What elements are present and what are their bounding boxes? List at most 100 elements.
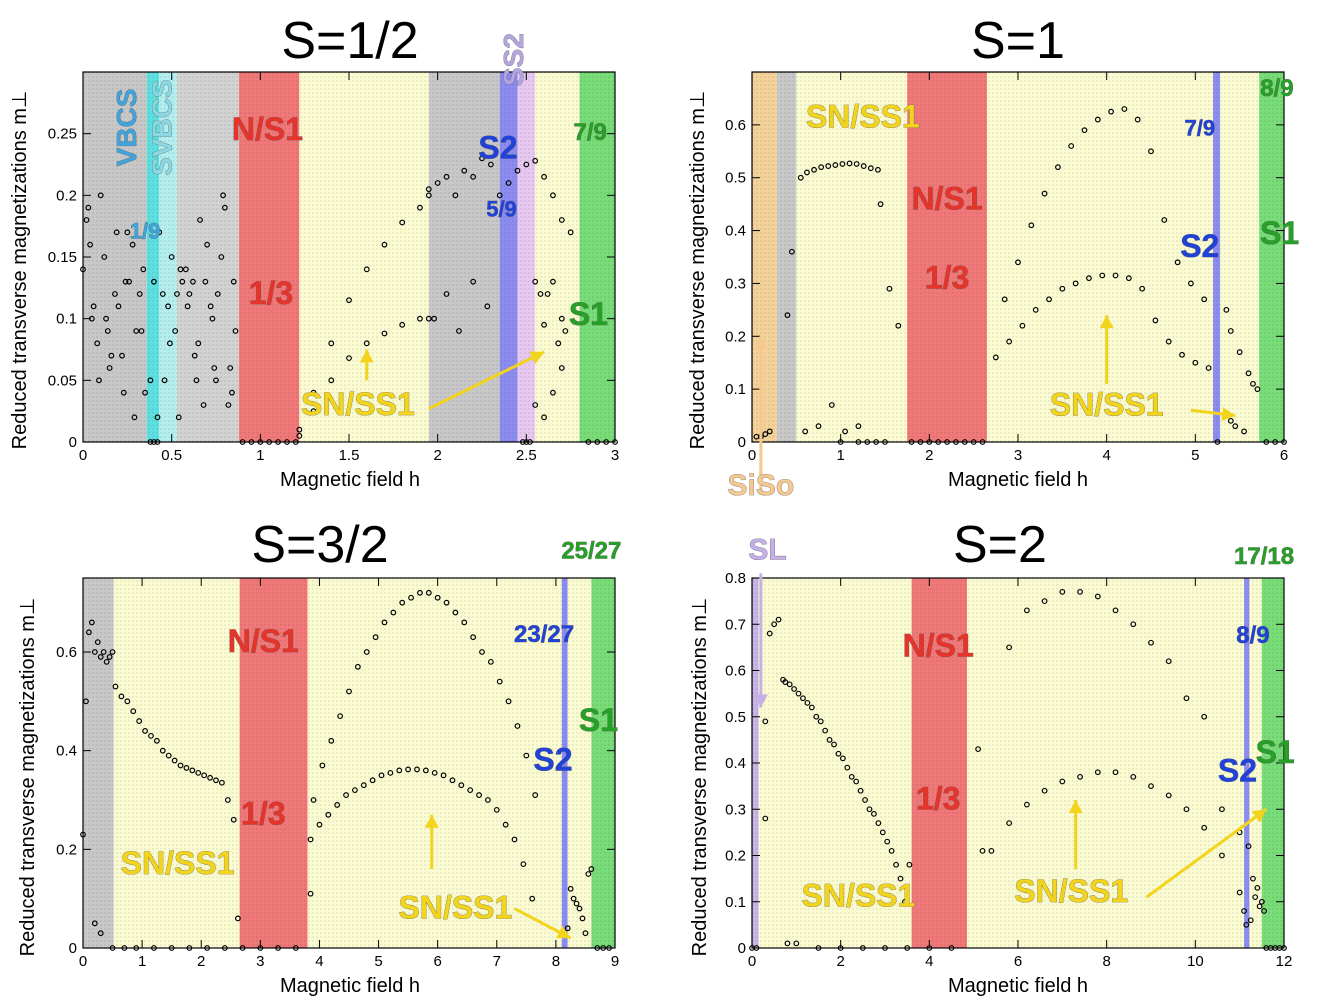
data-point: [83, 698, 89, 705]
data-point: [842, 428, 848, 435]
data-point: [476, 792, 482, 798]
data-point: [1139, 285, 1146, 292]
data-point: [112, 291, 118, 297]
data-point: [541, 321, 547, 328]
data-point: [1165, 338, 1172, 345]
data-point: [523, 161, 530, 168]
data-point: [1148, 639, 1154, 646]
data-point: [573, 900, 580, 907]
y-tick-label: 0: [738, 434, 746, 451]
x-tick-label: 0: [748, 953, 756, 970]
data-point: [493, 806, 500, 813]
data-point: [532, 278, 539, 285]
data-point: [523, 752, 530, 759]
data-point: [808, 704, 815, 711]
x-tick-label: 2.5: [516, 447, 537, 464]
x-tick-label: 2: [836, 953, 844, 970]
phase-band-texture: [535, 72, 580, 442]
annotation-arrow: [1145, 808, 1268, 899]
plot-area: 0 1 2 3 4 5 6 7 8 900.20.40.6 N/S11/325/2723/27S2S…: [56, 537, 622, 970]
data-point: [884, 838, 891, 845]
data-point: [319, 762, 326, 769]
phase-band-texture: [1244, 578, 1250, 948]
data-point: [1099, 272, 1106, 279]
data-point: [826, 736, 833, 743]
phase-band-texture: [1213, 72, 1221, 442]
data-point: [582, 930, 589, 937]
x-tick-label: 3: [611, 447, 619, 464]
data-point: [1068, 143, 1075, 149]
phase-label: 8/9: [1236, 622, 1269, 649]
data-point: [470, 278, 477, 285]
phase-label: S1: [1256, 734, 1295, 770]
x-axis-label: Magnetic field h: [948, 975, 1088, 997]
data-point: [328, 340, 335, 347]
x-tick-label: 3: [256, 953, 264, 970]
data-point: [902, 898, 908, 905]
x-tick-label: 1: [836, 447, 844, 464]
data-point: [224, 797, 231, 803]
data-point: [399, 321, 406, 328]
annotation-arrowhead: [1068, 800, 1083, 813]
x-tick-label: 6: [1014, 953, 1022, 970]
data-point: [108, 352, 115, 359]
data-point: [1187, 280, 1194, 287]
data-point: [866, 806, 873, 813]
data-point: [434, 180, 441, 186]
data-point: [136, 718, 143, 724]
data-point: [103, 658, 110, 665]
data-point: [456, 328, 462, 334]
data-point: [91, 649, 98, 655]
data-point: [848, 773, 855, 780]
data-point: [115, 303, 122, 310]
data-point: [440, 772, 447, 779]
data-point: [1232, 423, 1239, 430]
x-tick-label: 6: [1280, 447, 1288, 464]
data-point: [369, 777, 376, 784]
phase-label: S1: [1260, 215, 1299, 251]
data-point: [555, 340, 562, 347]
annotation-arrowhead: [359, 349, 374, 363]
annotation-arrowhead: [555, 925, 571, 939]
data-point: [817, 718, 824, 725]
data-point: [396, 767, 403, 774]
x-tick-label: 2: [925, 447, 933, 464]
x-tick-label: 5: [374, 953, 382, 970]
x-tick-label: 2: [197, 953, 205, 970]
y-tick-label: 0.4: [725, 223, 746, 240]
data-point: [800, 695, 806, 702]
data-point: [1059, 778, 1066, 785]
x-tick-label: 2: [433, 447, 441, 464]
phase-band-texture: [239, 72, 300, 442]
data-point: [337, 713, 344, 720]
data-point: [479, 155, 485, 162]
plot-area: 0 1 2 3 4 5 6 0 0.1 0.2 0.3 0.4 0.5 0.6 SN/SS1 N/S1 1/3 7…: [725, 71, 1299, 502]
data-point: [1134, 116, 1141, 123]
data-point: [1148, 783, 1154, 790]
data-point: [177, 762, 184, 769]
y-axis-label: Reduced transverse magnetizations m⊥: [9, 91, 31, 450]
data-point: [1165, 792, 1172, 799]
data-point: [1250, 380, 1256, 387]
data-point: [585, 871, 592, 877]
data-point: [1219, 852, 1225, 859]
data-point: [174, 291, 180, 297]
data-point: [221, 204, 228, 211]
data-point: [802, 428, 809, 435]
phase-label: SN/SS1: [1014, 873, 1128, 909]
y-tick-label: 0.2: [56, 841, 77, 858]
panel-s-three-halves: 0 1 2 3 4 5 6 7 8 900.20.40.6 N/S11/325/2723/27S2S…: [17, 516, 622, 997]
data-point: [1112, 272, 1119, 279]
data-point: [87, 241, 93, 248]
phase-label: S1: [569, 296, 608, 332]
y-tick-label: 0.5: [725, 709, 746, 726]
phase-band-texture: [561, 578, 568, 948]
phase-label: SN/SS1: [801, 877, 915, 913]
phase-label: SN/SS1: [121, 845, 235, 881]
annotation-arrowhead: [753, 336, 768, 350]
data-point: [153, 737, 160, 744]
data-point: [588, 866, 595, 872]
data-point: [1094, 116, 1101, 123]
data-point: [417, 204, 423, 211]
data-point: [136, 291, 143, 297]
